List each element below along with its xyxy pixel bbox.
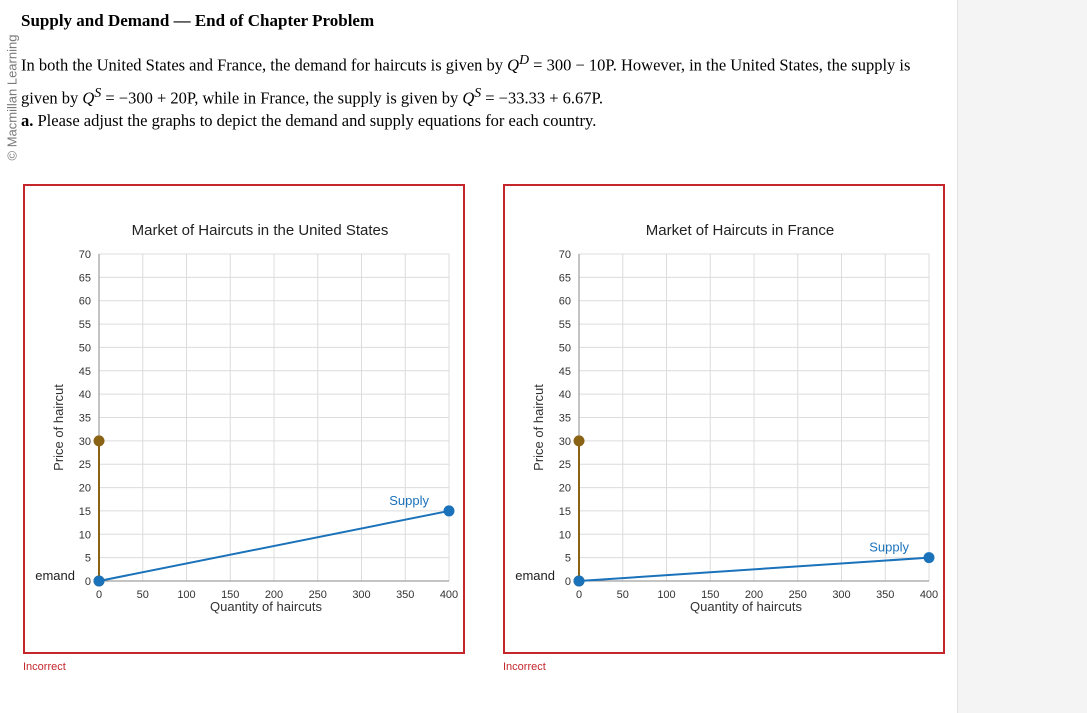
- y-tick-label: 10: [79, 529, 91, 541]
- y-tick-label: 10: [559, 529, 571, 541]
- graph-panel-us: Market of Haircuts in the United States 0…: [23, 184, 465, 654]
- supply-curve[interactable]: [98, 509, 450, 582]
- y-tick-label: 35: [79, 413, 91, 425]
- graph-panel-fr: Market of Haircuts in France 0 5 10 15 20 25 30…: [503, 184, 945, 654]
- grid: [578, 253, 930, 582]
- us-supply-equation-q: Q: [82, 88, 95, 107]
- x-tick-label: 150: [221, 589, 239, 601]
- fr-supply-equation-rhs: = −33.33 + 6.67P: [481, 88, 599, 107]
- us-supply-equation-rhs: = −300 + 20P: [101, 88, 195, 107]
- x-tick-label: 400: [440, 589, 458, 601]
- x-tick-label: 250: [789, 589, 807, 601]
- feedback-us: Incorrect: [23, 661, 66, 673]
- fr-supply-equation-q: Q: [462, 88, 475, 107]
- supply-curve-label: Supply: [869, 540, 909, 555]
- x-tick-label: 350: [396, 589, 414, 601]
- y-tick-label: 35: [559, 413, 571, 425]
- y-tick-label: 25: [79, 459, 91, 471]
- x-tick-label: 200: [265, 589, 283, 601]
- y-tick-label: 0: [85, 576, 91, 588]
- problem-statement: In both the United States and France, th…: [21, 46, 946, 111]
- demand-point-start[interactable]: [573, 435, 585, 447]
- y-tick-label: 25: [559, 459, 571, 471]
- y-tick-label: 30: [559, 436, 571, 448]
- y-tick-label: 70: [559, 249, 571, 261]
- fr-supply-equation-sup: S: [474, 84, 482, 100]
- y-tick-label: 15: [559, 506, 571, 518]
- x-axis-label: Quantity of haircuts: [210, 599, 322, 614]
- y-tick-label: 5: [565, 553, 571, 565]
- demand-curve-label: emand: [515, 568, 555, 583]
- feedback-fr: Incorrect: [503, 661, 546, 673]
- x-tick-label: 400: [920, 589, 938, 601]
- y-tick-label: 60: [79, 296, 91, 308]
- problem-text: .: [598, 88, 604, 107]
- y-tick-label: 65: [559, 272, 571, 284]
- x-axis-label: Quantity of haircuts: [690, 599, 802, 614]
- demand-equation-q: Q: [507, 55, 520, 75]
- x-tick-label: 100: [177, 589, 195, 601]
- chart-title: Market of Haircuts in France: [646, 222, 834, 239]
- x-tick-label: 50: [617, 589, 629, 601]
- supply-point-end[interactable]: [443, 505, 455, 517]
- x-tick-label: 300: [832, 589, 850, 601]
- x-tick-label: 250: [309, 589, 327, 601]
- side-panel: [957, 0, 1087, 713]
- x-tick-label: 300: [352, 589, 370, 601]
- us-supply-equation-sup: S: [94, 84, 102, 100]
- x-tick-label: 200: [745, 589, 763, 601]
- y-tick-label: 20: [79, 483, 91, 495]
- y-tick-label: 30: [79, 436, 91, 448]
- y-axis-label: Price of haircut: [531, 384, 546, 471]
- y-tick-label: 65: [79, 272, 91, 284]
- content-area: © Macmillan Learning Supply and Demand —…: [4, 11, 946, 673]
- supply-curve[interactable]: [578, 556, 930, 582]
- supply-point-end[interactable]: [923, 552, 935, 564]
- y-tick-label: 50: [79, 342, 91, 354]
- y-tick-label: 0: [565, 576, 571, 588]
- x-tick-label: 0: [96, 589, 102, 601]
- demand-equation-sup: D: [519, 52, 530, 67]
- y-tick-label: 5: [85, 553, 91, 565]
- y-tick-label: 50: [559, 342, 571, 354]
- question-text: Please adjust the graphs to depict the d…: [33, 111, 597, 130]
- x-tick-label: 100: [657, 589, 675, 601]
- x-tick-label: 150: [701, 589, 719, 601]
- y-tick-label: 55: [79, 319, 91, 331]
- supply-curve-label: Supply: [389, 493, 429, 508]
- demand-point-start[interactable]: [93, 435, 105, 447]
- y-tick-label: 45: [79, 366, 91, 378]
- y-tick-label: 15: [79, 506, 91, 518]
- y-tick-label: 45: [559, 366, 571, 378]
- y-tick-label: 55: [559, 319, 571, 331]
- chart-us[interactable]: Market of Haircuts in the United States 0…: [25, 186, 463, 652]
- y-tick-label: 60: [559, 296, 571, 308]
- demand-equation-rhs: = 300 − 10P: [529, 55, 613, 75]
- x-tick-label: 0: [576, 589, 582, 601]
- demand-curve-label: emand: [35, 568, 75, 583]
- question-a: a. Please adjust the graphs to depict th…: [21, 111, 596, 131]
- problem-text: In both the United States and France, th…: [21, 55, 508, 75]
- x-tick-label: 350: [876, 589, 894, 601]
- supply-point-start[interactable]: [93, 575, 105, 587]
- y-tick-label: 70: [79, 249, 91, 261]
- grid: [98, 253, 450, 582]
- y-axis-label: Price of haircut: [51, 384, 66, 471]
- y-tick-label: 40: [559, 389, 571, 401]
- page-title: Supply and Demand — End of Chapter Probl…: [21, 11, 375, 30]
- x-tick-label: 50: [137, 589, 149, 601]
- problem-text: . However, in the United States, the sup…: [21, 55, 911, 108]
- y-tick-label: 20: [559, 483, 571, 495]
- question-label: a.: [21, 111, 34, 130]
- chart-title: Market of Haircuts in the United States: [132, 222, 389, 239]
- supply-point-start[interactable]: [573, 575, 585, 587]
- y-tick-label: 40: [79, 389, 91, 401]
- chart-france[interactable]: Market of Haircuts in France 0 5 10 15 20 25 30…: [505, 186, 943, 652]
- copyright-watermark: © Macmillan Learning: [4, 34, 20, 161]
- problem-text: , while in France, the supply is given b…: [194, 88, 463, 107]
